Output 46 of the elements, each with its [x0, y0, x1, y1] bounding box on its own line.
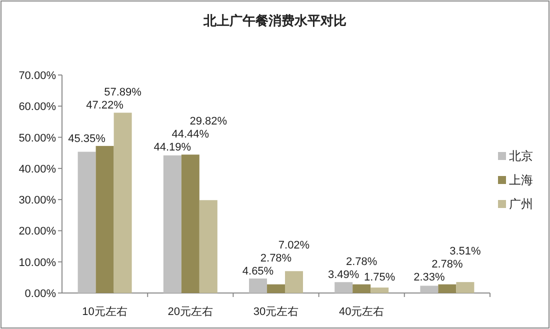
text: 3.51%: [450, 245, 481, 258]
text: 44.19%: [154, 142, 192, 154]
legend-label: 北京: [509, 149, 533, 163]
legend-label: 上海: [509, 173, 533, 187]
bar: [114, 112, 132, 293]
bar: [334, 282, 353, 293]
bar: [352, 284, 371, 293]
bar: [96, 146, 114, 293]
text: 4.65%: [242, 266, 274, 278]
text: 7.02%: [278, 240, 310, 252]
y-tick-label: 30.00%: [18, 194, 56, 207]
y-tick-label: 50.00%: [18, 132, 56, 144]
bar: [267, 284, 285, 293]
bar: [370, 288, 389, 293]
text: 1.75%: [364, 271, 396, 284]
x-tick-label: 20元左右: [168, 306, 214, 318]
text: 57.89%: [104, 86, 142, 99]
y-tick-label: 0.00%: [24, 288, 56, 300]
text: 2.33%: [414, 271, 445, 284]
y-tick-label: 40.00%: [18, 163, 56, 176]
text: 2.78%: [432, 258, 463, 270]
bar: [420, 286, 438, 293]
legend-label: 广州: [509, 197, 533, 211]
bar: [249, 278, 267, 293]
bar: [285, 271, 303, 293]
x-tick-label: 40元左右: [338, 306, 384, 318]
text: 2.78%: [346, 256, 378, 268]
x-tick-label: 10元左右: [82, 306, 128, 318]
text: 2.78%: [260, 252, 292, 265]
y-tick-label: 60.00%: [18, 101, 56, 114]
bar: [456, 282, 474, 293]
bar: [181, 154, 200, 293]
text: 45.35%: [68, 132, 106, 145]
x-tick-label: 30元左右: [253, 306, 299, 318]
y-tick-label: 10.00%: [18, 256, 56, 269]
text: 29.82%: [190, 116, 228, 128]
y-tick-label: 70.00%: [18, 70, 56, 82]
bar: [78, 152, 96, 293]
chart-title: 北上广午餐消费水平对比: [202, 13, 346, 28]
text: 47.22%: [86, 100, 124, 112]
text: 3.49%: [328, 269, 360, 282]
bar: [438, 284, 456, 293]
bar: [163, 155, 182, 293]
bar: [199, 200, 218, 293]
text: 44.44%: [172, 128, 210, 141]
y-tick-label: 20.00%: [18, 226, 56, 238]
